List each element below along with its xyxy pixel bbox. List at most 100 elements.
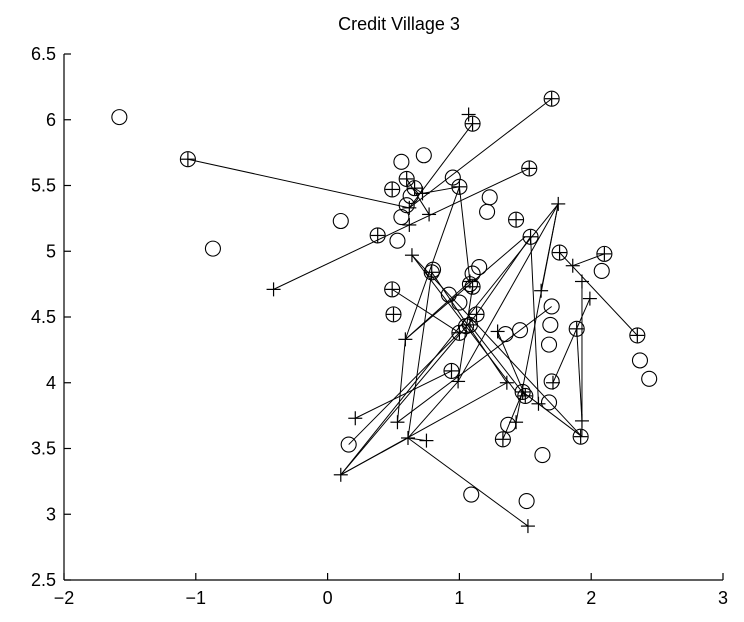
circle-point [204, 240, 221, 257]
link-line [576, 328, 583, 421]
plus-point [597, 246, 612, 261]
circle-point [479, 203, 496, 220]
circle-point [481, 189, 498, 206]
link-line [409, 98, 552, 209]
plus-point [509, 415, 524, 430]
circle-point [369, 227, 386, 244]
plus-point [348, 411, 363, 426]
x-tick-label: −1 [186, 588, 207, 608]
link-line [407, 272, 433, 439]
x-ticks: −2 −1 0 1 2 3 [54, 573, 728, 608]
circle-point [543, 373, 560, 390]
plus-point [333, 467, 348, 482]
plus-point [402, 200, 417, 215]
plus-point [582, 291, 597, 306]
plus-point [424, 265, 439, 280]
circle-markers [111, 90, 658, 510]
plus-point [499, 375, 514, 390]
plus-point [495, 432, 510, 447]
x-tick-label: 1 [454, 588, 464, 608]
link-line [476, 236, 531, 315]
link-line [407, 437, 529, 527]
circle-point [540, 394, 558, 411]
circle-point [631, 352, 649, 369]
circle-point [593, 262, 610, 280]
y-tick-label: 5 [46, 241, 56, 261]
circle-point [464, 278, 481, 295]
circle-point [596, 245, 613, 262]
circle-point [521, 160, 538, 177]
plus-point [419, 433, 434, 448]
link-line [397, 306, 552, 423]
plus-point [390, 415, 405, 430]
plus-point [386, 307, 401, 322]
link-line [572, 253, 605, 267]
y-tick-label: 3 [46, 504, 56, 524]
y-tick-label: 2.5 [31, 570, 56, 590]
plus-point [444, 363, 459, 378]
plus-markers [180, 91, 645, 534]
link-line [340, 314, 477, 476]
x-tick-label: −2 [54, 588, 75, 608]
plus-point [415, 186, 430, 201]
link-line [409, 167, 530, 226]
plus-point [422, 207, 437, 222]
plus-point [407, 181, 422, 196]
circle-point [340, 436, 357, 453]
circle-point [393, 153, 410, 170]
plus-point [385, 182, 400, 197]
plus-point [518, 388, 533, 403]
plus-point [534, 283, 549, 298]
plus-point [385, 282, 400, 297]
circle-point [471, 258, 488, 276]
circle-point [457, 318, 475, 335]
x-tick-label: 2 [586, 588, 596, 608]
circle-point [332, 212, 349, 230]
plus-point [565, 258, 580, 273]
plus-point [462, 317, 477, 332]
plus-point [399, 171, 414, 186]
link-line [530, 236, 539, 404]
plus-point [266, 282, 281, 297]
plus-point [630, 328, 645, 343]
link-line [457, 203, 559, 382]
plus-point [520, 519, 535, 534]
plus-point [398, 332, 413, 347]
plus-point [551, 196, 566, 211]
circle-point [551, 244, 568, 261]
link-lines [187, 98, 638, 527]
plus-point [402, 217, 417, 232]
circle-point [393, 209, 410, 226]
circle-point [384, 281, 401, 298]
circle-point [518, 493, 535, 510]
circle-point [511, 322, 529, 339]
circle-point [543, 298, 560, 315]
link-line [422, 186, 460, 194]
y-tick-label: 3.5 [31, 439, 56, 459]
circle-point [463, 486, 480, 503]
link-line [407, 381, 459, 439]
link-line [273, 224, 410, 290]
y-tick-label: 5.5 [31, 176, 56, 196]
link-line [348, 332, 460, 445]
circle-point [508, 211, 525, 228]
circle-point [385, 306, 402, 323]
circle-point [384, 181, 401, 198]
link-line [391, 288, 460, 334]
circle-point [540, 336, 558, 353]
plus-point [573, 429, 588, 444]
link-line [396, 339, 406, 423]
circle-point [415, 147, 432, 164]
circle-point [517, 387, 534, 404]
circle-point [494, 431, 511, 448]
circle-point [424, 261, 442, 278]
link-line [187, 158, 410, 209]
circle-point [389, 232, 406, 249]
circle-point [444, 169, 461, 186]
plus-point [574, 413, 589, 428]
circle-point [398, 197, 415, 214]
circle-point [464, 115, 481, 132]
y-ticks: 2.5 3 3.5 4 4.5 5 5.5 6 6.5 [31, 44, 71, 590]
link-line [469, 324, 526, 397]
